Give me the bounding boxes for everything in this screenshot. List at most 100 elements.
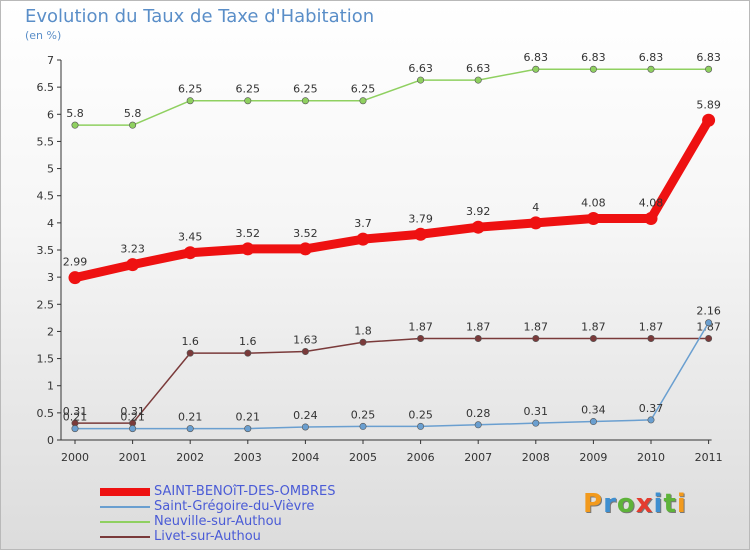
data-point bbox=[356, 232, 370, 246]
data-point bbox=[532, 419, 540, 427]
data-label: 4.08 bbox=[581, 197, 606, 210]
x-tick-label: 2009 bbox=[579, 451, 607, 464]
data-label: 1.87 bbox=[466, 320, 491, 333]
data-label: 0.25 bbox=[351, 408, 376, 421]
data-label: 0.21 bbox=[178, 411, 203, 424]
data-label: 1.87 bbox=[524, 320, 549, 333]
data-label: 6.25 bbox=[293, 83, 318, 96]
data-point bbox=[359, 338, 367, 346]
legend-swatch-livet bbox=[100, 536, 150, 538]
data-point bbox=[68, 271, 82, 285]
legend-label-neuville: Neuville-sur-Authou bbox=[154, 514, 282, 529]
y-tick-label: 4.5 bbox=[37, 190, 55, 203]
data-point bbox=[129, 425, 137, 433]
data-label: 6.63 bbox=[466, 62, 491, 75]
data-point bbox=[126, 258, 140, 272]
data-label: 2.99 bbox=[63, 256, 88, 269]
data-point bbox=[301, 97, 309, 105]
data-point bbox=[647, 416, 655, 424]
data-label: 6.63 bbox=[408, 62, 433, 75]
data-point bbox=[644, 212, 658, 226]
data-point bbox=[705, 319, 713, 327]
data-label: 6.25 bbox=[178, 83, 203, 96]
data-label: 0.24 bbox=[293, 409, 318, 422]
series-line bbox=[74, 321, 710, 430]
x-tick-label: 2005 bbox=[349, 451, 377, 464]
data-point bbox=[705, 65, 713, 73]
y-tick-label: 3.5 bbox=[37, 244, 55, 257]
logo-letter: x bbox=[635, 489, 654, 519]
x-tick-label: 2003 bbox=[234, 451, 262, 464]
legend-label-saint-gregoire: Saint-Grégoire-du-Vièvre bbox=[154, 499, 315, 514]
data-label: 0.28 bbox=[466, 407, 491, 420]
data-label: 3.23 bbox=[120, 243, 145, 256]
data-point bbox=[186, 97, 194, 105]
logo-letter: t bbox=[663, 489, 677, 519]
data-label: 6.25 bbox=[236, 83, 261, 96]
data-point bbox=[301, 423, 309, 431]
y-tick-label: 3 bbox=[47, 271, 54, 284]
data-label: 1.63 bbox=[293, 334, 318, 347]
data-point bbox=[183, 246, 197, 260]
y-tick-label: 1.5 bbox=[37, 353, 55, 366]
y-tick-label: 5.5 bbox=[37, 135, 55, 148]
y-tick-label: 2.5 bbox=[37, 298, 55, 311]
data-point bbox=[301, 348, 309, 356]
data-label: 1.87 bbox=[408, 320, 433, 333]
data-point bbox=[417, 76, 425, 84]
data-point bbox=[589, 334, 597, 342]
data-point bbox=[241, 242, 255, 256]
data-point bbox=[359, 97, 367, 105]
data-point bbox=[474, 76, 482, 84]
data-label: 0.31 bbox=[120, 405, 145, 418]
y-tick-label: 7 bbox=[47, 54, 54, 67]
legend-swatch-neuville bbox=[100, 521, 150, 523]
data-point bbox=[532, 334, 540, 342]
data-label: 4 bbox=[532, 201, 539, 214]
data-point bbox=[586, 212, 600, 226]
data-point bbox=[417, 422, 425, 430]
data-label: 1.6 bbox=[239, 335, 257, 348]
data-point bbox=[186, 425, 194, 433]
data-label: 3.79 bbox=[408, 212, 433, 225]
y-tick-label: 0.5 bbox=[37, 407, 55, 420]
data-label: 6.25 bbox=[351, 83, 376, 96]
data-label: 3.52 bbox=[293, 227, 318, 240]
data-point bbox=[71, 121, 79, 129]
y-tick-label: 6 bbox=[47, 108, 54, 121]
data-label: 0.31 bbox=[524, 405, 549, 418]
data-label: 0.21 bbox=[63, 411, 88, 424]
data-point bbox=[474, 334, 482, 342]
data-label: 1.87 bbox=[696, 320, 721, 333]
data-point bbox=[589, 65, 597, 73]
series-line bbox=[70, 115, 714, 283]
data-point bbox=[589, 418, 597, 426]
y-tick-label: 6.5 bbox=[37, 81, 55, 94]
data-point bbox=[244, 349, 252, 357]
data-label: 1.6 bbox=[181, 335, 199, 348]
data-point bbox=[474, 421, 482, 429]
data-label: 3.92 bbox=[466, 205, 491, 218]
logo-letter: P bbox=[583, 489, 604, 519]
x-tick-label: 2004 bbox=[291, 451, 319, 464]
y-tick-label: 0 bbox=[47, 434, 54, 447]
data-label: 4.08 bbox=[639, 197, 664, 210]
x-tick-label: 2008 bbox=[522, 451, 550, 464]
data-label: 1.8 bbox=[354, 324, 372, 337]
legend-label-saint-benoit: SAINT-BENOîT-DES-OMBRES bbox=[154, 484, 336, 499]
x-tick-label: 2007 bbox=[464, 451, 492, 464]
data-point bbox=[244, 97, 252, 105]
logo-letter: o bbox=[616, 489, 636, 519]
data-point bbox=[647, 65, 655, 73]
data-label: 5.8 bbox=[66, 107, 84, 120]
data-label: 6.83 bbox=[696, 51, 721, 64]
data-point bbox=[532, 65, 540, 73]
data-label: 1.87 bbox=[639, 320, 664, 333]
data-label: 0.25 bbox=[408, 408, 433, 421]
data-label: 1.87 bbox=[581, 320, 606, 333]
data-label: 0.34 bbox=[581, 404, 606, 417]
data-label: 0.21 bbox=[120, 411, 145, 424]
x-tick-label: 2001 bbox=[119, 451, 147, 464]
data-label: 6.83 bbox=[524, 51, 549, 64]
